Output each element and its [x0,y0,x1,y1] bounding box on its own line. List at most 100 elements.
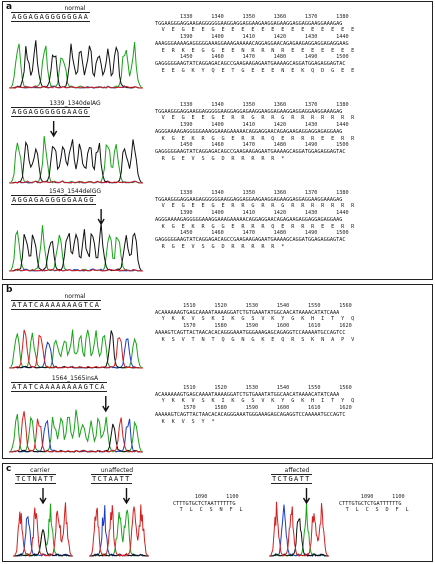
sequence-block-b2: 1510 1520 1530 1540 1550 1560 ACAAAAAAGTG… [155,385,354,425]
trace-title-c1: carrier [30,467,50,474]
sequence-line-aa: K K V S Y * [155,418,215,425]
trace-line-G [9,222,143,272]
trace-line-T [13,502,73,557]
trace-line-G [89,553,149,557]
sequence-line-aa: V E G E E G E E E E E E E E E E E E E E [155,27,355,34]
sequence-line-num: 1450 1460 1470 1480 1490 1500 [155,54,349,61]
sequence-line-dna: AAAGGGAAAAGAGGGGGAAAGGAAAGAAAAACAGGAGGAA… [155,40,349,47]
sequence-line-dna: TGGAAGGGAGGAAGGAGGGGGAAGGAGGAGAAGGAAGGAG… [155,108,343,115]
trace-line-T [9,411,143,453]
sequence-block-c1: 1090 1100 CTTTGTGCTCTAATTTTTTG T L C S N … [173,494,243,514]
sequence-line-dna: GAGGGGGAAGTATCAGGAGACAGCCGAAGAAGAGAATGAA… [155,236,346,243]
chromatogram-c3 [269,486,329,558]
sequence-line-dna: AGGGAAAAGAGGGGGAAAGGAAAGAAAAACAGGAGGAACA… [155,128,343,135]
sequence-line-dna: AAAAGTCAGTTACTAACACACAGGGAAATGGGAAAGAGCA… [155,329,346,336]
sequence-line-dna: AAAAAGTCAGTTACTAACACACAGGGAAATGGGAAAGAGC… [155,411,346,418]
trace-title-c2: unaffected [100,467,134,474]
sequence-line-aa: Y K K V S K I K G S V K Y G K H I T Y Q [155,398,355,405]
sequence-line-aa: K G E K R G G E R R R Q E R R R E E R R [155,223,355,230]
mutation-arrow-icon [122,488,131,505]
trace-line-T [9,329,143,369]
sequence-line-num: 1450 1460 1470 1480 1490 1500 [155,142,349,149]
mutation-arrow-icon [39,488,47,505]
trace-bases-a2: AGGAGGGGGGAAGG [11,107,91,117]
trace-bases-c1: TCTNATT [15,474,56,484]
trace-line-T [89,504,149,557]
sequence-line-aa: V E G E E G E R R G R R G R R R R R R R [155,203,355,210]
chromatogram-c2 [89,486,149,558]
trace-line-G [9,139,143,184]
sequence-line-dna: TGGAAGGGAGGAAGAGGGGGGAAGGAGGAGGAAGAAGGAG… [155,196,343,203]
trace-line-T [9,85,143,89]
trace-line-T [9,268,143,272]
trace-line-T [9,180,143,184]
trace-line-G [9,40,143,89]
sequence-line-dna: CTTTGTGCTCTAATTTTTTG [173,500,236,507]
mutation-arrow-icon [50,121,58,138]
trace-line-A [9,225,143,272]
sequence-block-a3: 1330 1340 1350 1360 1370 1380 TGGAAGGGAGG… [155,190,354,250]
chromatogram-a1 [9,24,143,90]
sequence-line-num: 1330 1340 1350 1360 1370 1380 [155,102,349,108]
trace-title-a2: 1339_1340delAG [49,100,101,107]
sequence-line-num: 1390 1400 1410 1420 1430 1440 [155,122,349,129]
sequence-line-aa: E E G K Y Q E T G E E E N E K Q D G E E [155,67,355,74]
chromatogram-c1 [13,486,73,558]
mutation-arrow-icon [102,396,110,413]
sequence-line-dna: ACAAAAAAGTGAGCAAAATAAAAGGATCTGTGAAATATGG… [155,391,340,398]
sequence-line-aa: T L C S D F L [339,507,409,514]
sequence-line-dna: AGGGAAAAGAGGGGGAAAGGAAAGAAAAACAGGAGGAACA… [155,216,343,223]
panel-label-a: a [6,2,13,12]
sequence-line-dna: GAGGGGGAAGTATCAGGAGACAGCCGAAGAAGAGAATGAA… [155,148,346,155]
sequence-line-aa: E R K E G G E E N R R N R E E E E E E E [155,47,355,54]
sequence-line-num: 1390 1400 1410 1420 1430 1440 [155,34,349,41]
sequence-block-a2: 1330 1340 1350 1360 1370 1380 TGGAAGGGAGG… [155,102,354,162]
chromatogram-b2 [9,394,143,454]
trace-bases-b1: ATATCAAAAAAAGTCA [11,300,102,310]
sequence-line-aa: K G E K R G G E R R R Q E R R R E E R R [155,135,355,142]
sequence-line-aa: K S V T N T Q G N G K E Q R S K N A P V [155,336,355,343]
trace-line-G [13,528,73,557]
trace-bases-b2: ATATCAAAAAAAAGTCA [11,382,107,392]
sequence-line-num: 1090 1100 [173,494,239,500]
sequence-line-dna: GAGGGGGAAGTATCAGGAGACAGCCGAAGAAGAGAATGAA… [155,60,346,67]
sequence-line-num: 1510 1520 1530 1540 1550 1560 [155,385,352,391]
sequence-line-num: 1330 1340 1350 1360 1370 1380 [155,190,349,196]
sequence-line-aa: T L C S N F L [173,507,243,514]
sequence-line-num: 1450 1460 1470 1480 1490 1500 [155,230,349,237]
sequence-line-num: 1090 1100 [339,494,405,500]
chromatogram-b1 [9,312,143,370]
trace-bases-a1: AGGAGAGGGGGGAA [11,12,91,22]
trace-bases-c3: TCTGATT [271,474,312,484]
panel-c: c carrier TCTNATT unaffected TCTAATT aff… [2,463,433,562]
mutation-arrow-icon [97,209,105,226]
sequence-line-dna: TGGAAGGGAGGAAGAGGGGGGAAGGAGGAGGAAGAAGGAG… [155,20,343,27]
trace-title-a1: normal [64,5,86,12]
trace-line-T [269,501,329,557]
trace-bases-c2: TCTAATT [91,474,132,484]
trace-line-G [269,518,329,557]
sequence-block-c2: 1090 1100 CTTTGTGCTCTGATTTTTTG T L C S D … [339,494,409,514]
trace-title-b2: 1564_1565insA [51,375,99,382]
sequence-line-aa: R G E V S G D R R R R R * [155,155,285,162]
chromatogram-a2 [9,119,143,185]
sequence-line-num: 1330 1340 1350 1360 1370 1380 [155,14,349,20]
trace-title-a3: 1543_1544delGG [48,188,101,195]
sequence-line-dna: CTTTGTGCTCTGATTTTTTG [339,500,402,507]
mutation-arrow-icon [302,488,311,505]
trace-title-c3: affected [284,467,310,474]
sequence-block-a1: 1330 1340 1350 1360 1370 1380 TGGAAGGGAGG… [155,14,354,74]
sequence-line-dna: ACAAAAAAGTGAGCAAAATAAAAGGATCTGTGAAATATGG… [155,309,340,316]
sequence-line-num: 1510 1520 1530 1540 1550 1560 [155,303,352,309]
panel-label-c: c [6,464,12,474]
sequence-line-num: 1390 1400 1410 1420 1430 1440 [155,210,349,217]
chromatogram-a3 [9,207,143,273]
sequence-line-aa: Y K K V S K I K G S V K Y G K H I T Y Q [155,316,355,323]
trace-bases-a3: AGGAGAGGGGGAAGG [11,195,96,205]
panel-a: a normal AGGAGAGGGGGGAA 1339_1340delAG A… [2,1,433,280]
sequence-block-b1: 1510 1520 1530 1540 1550 1560 ACAAAAAAGTG… [155,303,354,343]
sequence-line-aa: R G E V S G D R R R R R * [155,243,285,250]
trace-title-b1: normal [64,293,86,300]
sequence-line-num: 1570 1580 1590 1600 1610 1620 [155,405,352,412]
panel-label-b: b [6,285,13,295]
